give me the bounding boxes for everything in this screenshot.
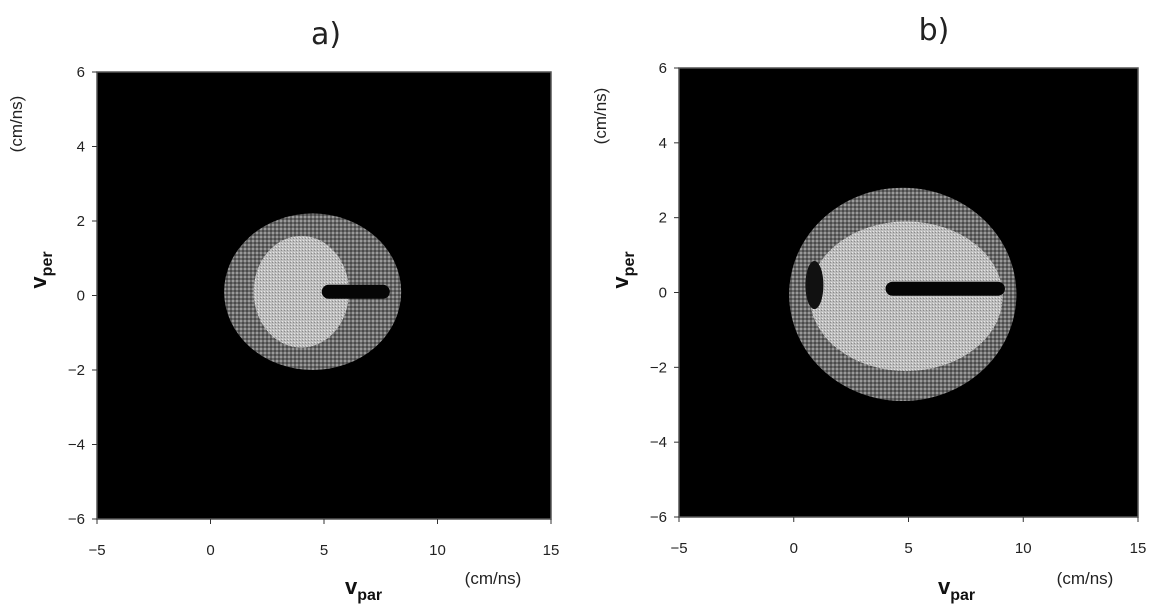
x-tick-label: 0 bbox=[206, 542, 214, 559]
panel-a-x-unit: (cm/ns) bbox=[465, 569, 522, 588]
x-tick-label: −5 bbox=[88, 542, 105, 559]
x-tick-label: 5 bbox=[904, 540, 912, 557]
panel-a: a) 6 4 2 0 −2 −4 −6 −5 0 5 10 15 (cm/ns) vper vpar… bbox=[7, 17, 559, 604]
panel-b: b) 6 4 2 0 −2 −4 −6 −5 0 5 10 15 (cm/ns) vper vpar… bbox=[591, 13, 1146, 604]
left-dark-spot bbox=[805, 261, 824, 310]
x-tick-label: 15 bbox=[1130, 540, 1147, 557]
y-tick-label: 4 bbox=[659, 135, 667, 152]
core-region bbox=[253, 235, 349, 348]
panel-b-label: b) bbox=[919, 13, 950, 48]
panel-a-x-label: vpar bbox=[345, 574, 382, 604]
panel-b-distribution bbox=[789, 187, 1017, 402]
x-tick-label: −5 bbox=[670, 540, 687, 557]
y-tick-label: −2 bbox=[650, 359, 667, 376]
x-tick-label: 10 bbox=[1015, 540, 1032, 557]
panel-b-x-label: vpar bbox=[938, 574, 975, 604]
dark-channel bbox=[885, 281, 1005, 296]
panel-b-x-unit: (cm/ns) bbox=[1057, 569, 1114, 588]
y-tick-label: 2 bbox=[77, 213, 85, 230]
panel-a-x-ticks: −5 0 5 10 15 bbox=[88, 519, 559, 559]
panel-b-y-ticks: 6 4 2 0 −2 −4 −6 bbox=[650, 60, 679, 526]
y-tick-label: 6 bbox=[77, 64, 85, 81]
panel-a-y-unit: (cm/ns) bbox=[7, 96, 26, 153]
panel-a-y-label: vper bbox=[26, 251, 56, 288]
x-tick-label: 0 bbox=[790, 540, 798, 557]
y-tick-label: −6 bbox=[650, 509, 667, 526]
y-tick-label: 4 bbox=[77, 139, 85, 156]
y-tick-label: −2 bbox=[68, 362, 85, 379]
panel-b-y-unit: (cm/ns) bbox=[591, 88, 610, 145]
x-tick-label: 5 bbox=[320, 542, 328, 559]
core-region bbox=[809, 221, 1003, 372]
y-tick-label: −4 bbox=[650, 434, 667, 451]
y-tick-label: 0 bbox=[77, 288, 85, 305]
panel-b-x-ticks: −5 0 5 10 15 bbox=[670, 517, 1146, 557]
y-tick-label: 0 bbox=[659, 285, 667, 302]
panel-b-y-label: vper bbox=[608, 251, 638, 288]
panel-a-label: a) bbox=[311, 17, 341, 52]
panel-a-y-ticks: 6 4 2 0 −2 −4 −6 bbox=[68, 64, 97, 528]
y-tick-label: 6 bbox=[659, 60, 667, 77]
y-tick-label: −4 bbox=[68, 437, 85, 454]
y-tick-label: −6 bbox=[68, 511, 85, 528]
panel-a-distribution bbox=[224, 213, 402, 370]
x-tick-label: 15 bbox=[543, 542, 560, 559]
dark-channel bbox=[321, 284, 390, 299]
y-tick-label: 2 bbox=[659, 210, 667, 227]
x-tick-label: 10 bbox=[429, 542, 446, 559]
